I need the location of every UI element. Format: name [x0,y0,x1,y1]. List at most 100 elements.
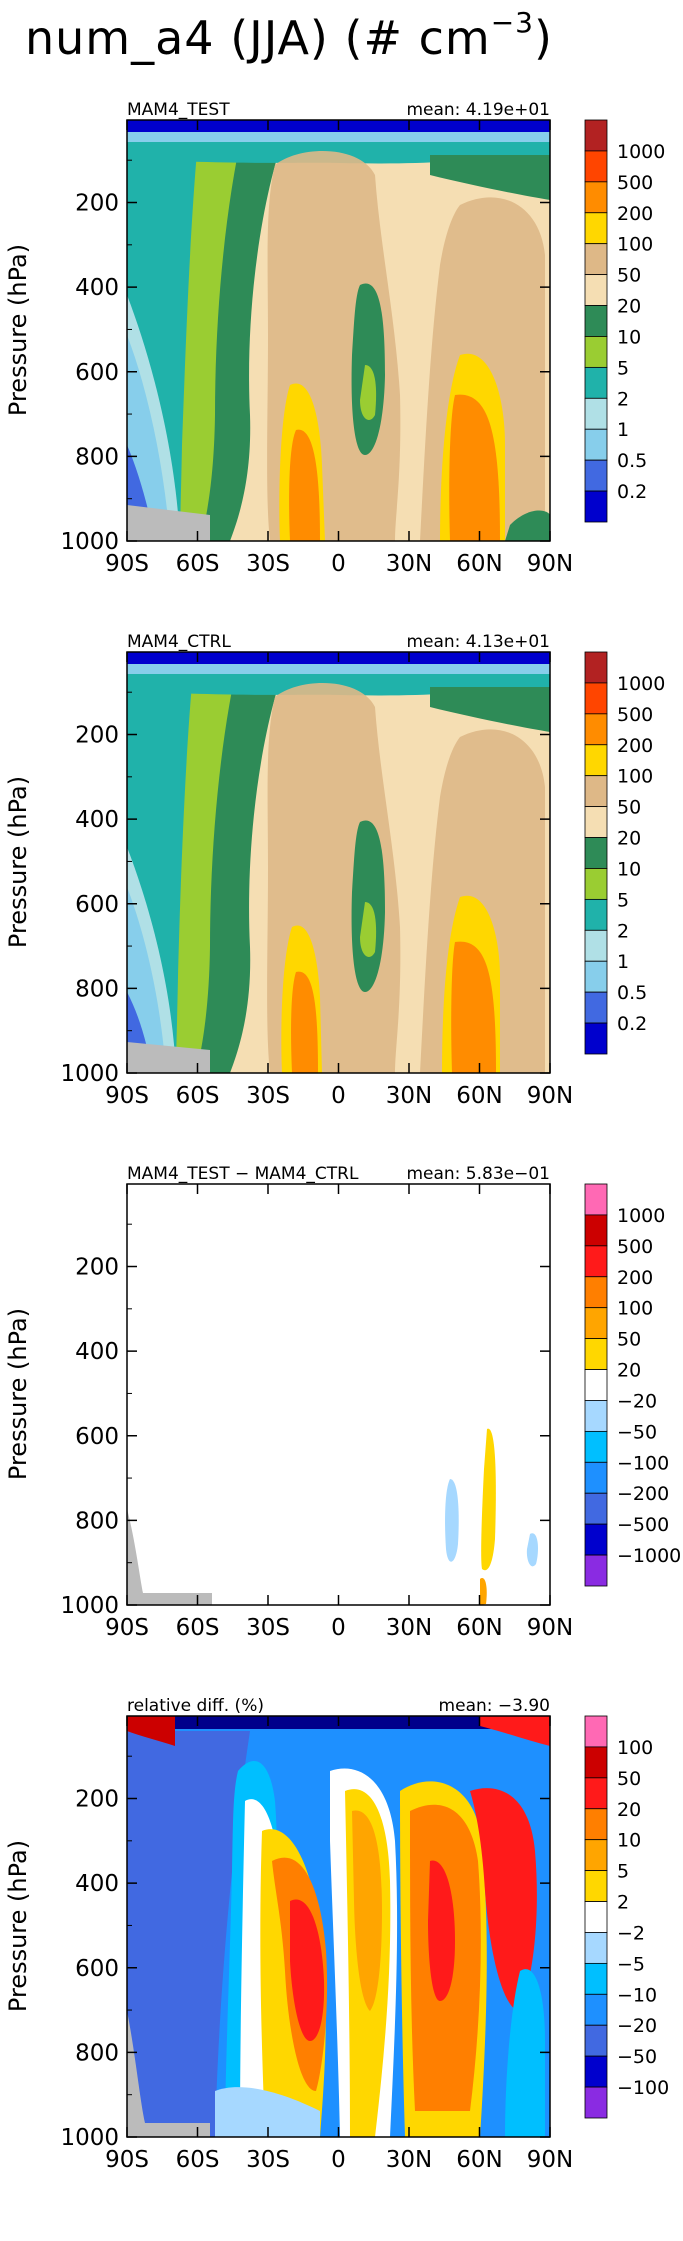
colorbar-swatch [584,713,608,746]
y-tick-label: 600 [75,892,119,918]
contour-band-nh-green [430,687,550,732]
x-ticks: 90S 60S 30S 0 30N 60N 90N [105,120,573,577]
y-tick-label: 1000 [60,2125,119,2151]
colorbar-swatch [584,2024,608,2057]
x-tick-label: 0 [331,1615,346,1641]
colorbar-swatch [584,1338,608,1370]
colorbar-swatch [584,1715,608,1748]
colorbar-label: 2 [617,388,629,410]
x-tick-label: 30N [386,551,432,577]
colorbar-swatch [584,336,608,368]
title-exponent: −3 [490,6,534,39]
title-base: num_a4 (JJA) (# cm [25,11,491,65]
y-tick-label: 400 [75,1871,119,1897]
y-tick-label: 200 [75,191,119,217]
colorbar-swatch [584,1492,608,1525]
colorbar-label: 0.2 [617,1013,647,1035]
colorbar-swatch [584,181,608,214]
colorbar-swatch [584,682,608,715]
colorbar-swatch [584,898,608,931]
contour-band-200-500-nh [451,941,496,1073]
y-tick-label: 400 [75,1339,119,1365]
colorbar-swatch [584,1808,608,1841]
y-tick-label: 200 [75,1255,119,1281]
colorbar-label: 50 [617,797,641,819]
colorbar-label: −5 [617,1953,645,1975]
x-tick-label: 30N [386,2147,432,2173]
x-tick-label: 30S [246,1615,290,1641]
colorbar-label: 10 [617,858,641,880]
colorbar-label: −1000 [617,1545,681,1567]
colorbar: 1000 500 200 100 50 20 10 5 2 1 0.5 0.2 [584,119,665,523]
colorbar-swatch [584,212,608,245]
colorbar-swatch [584,428,608,461]
left-title: MAM4_TEST − MAM4_CTRL [127,1164,359,1184]
x-tick-label: 60S [176,1083,220,1109]
colorbar-swatch [584,1022,608,1055]
topography-mask [127,505,210,541]
x-tick-label: 60N [456,1083,502,1109]
y-tick-label: 400 [75,807,119,833]
colorbar-label: 10 [617,1830,641,1852]
y-tick-label: 200 [75,723,119,749]
x-tick-label: 60S [176,1615,220,1641]
colorbar-label: 0.5 [617,450,647,472]
colorbar-label: −20 [617,1390,657,1412]
contour-band-20-50-a [481,1428,496,1571]
y-tick-label: 800 [75,976,119,1002]
colorbar-label: 500 [617,1236,653,1258]
colorbar-swatch [584,459,608,492]
colorbar-swatch [584,119,608,152]
colorbar-swatch [584,490,608,523]
colorbar: 1000 500 200 100 50 20 −20 −50 −100 −200 −500 −1000 [584,1183,681,1587]
x-tick-label: 90N [527,2147,573,2173]
colorbar-label: 200 [617,203,653,225]
colorbar-swatch [584,837,608,869]
x-ticks: 90S 60S 30S 0 30N 60N 90N [105,1716,573,2173]
x-tick-label: 90S [105,1083,149,1109]
y-axis-label: Pressure (hPa) [4,1308,32,1480]
contour-field [127,652,550,1073]
x-tick-label: 0 [331,2147,346,2173]
x-tick-label: 60N [456,551,502,577]
y-tick-label: 800 [75,1508,119,1534]
colorbar-label: 5 [617,357,629,379]
panel-mam4-test: MAM4_TEST mean: 4.19e+01 200 40 [0,100,683,645]
colorbar-swatch [584,1901,608,1933]
x-tick-label: 0 [331,551,346,577]
colorbar-swatch [584,1932,608,1964]
colorbar-swatch [584,305,608,337]
title-closing: ) [534,11,553,65]
colorbar-swatch [584,1400,608,1432]
colorbar-swatch [584,1307,608,1340]
colorbar-swatch [584,1870,608,1902]
topography-mask [127,2011,210,2137]
contour-band-20-50-np-top [480,1716,550,1746]
colorbar-swatch [584,991,608,1024]
colorbar-label: 2 [617,1892,629,1914]
colorbar: 100 50 20 10 5 2 −2 −5 −10 −20 −50 −100 [584,1715,669,2119]
colorbar-swatch [584,929,608,962]
left-title: MAM4_CTRL [127,632,231,652]
y-ticks: 200 400 600 800 1000 [60,1223,550,1619]
contour-band-200-500-nh [449,394,500,541]
contour-band-200-500-sh [291,971,318,1073]
contour-field [127,1716,550,2137]
contour-field [127,120,550,541]
x-tick-label: 0 [331,1083,346,1109]
colorbar-swatch [584,1183,608,1216]
colorbar-swatch [584,651,608,684]
y-tick-label: 400 [75,275,119,301]
contour-band-5-10-b [352,1810,382,2011]
x-tick-label: 60N [456,1615,502,1641]
colorbar-swatch [584,1839,608,1872]
chart-difference: MAM4_TEST − MAM4_CTRL mean: 5.83e−01 200… [4,1164,681,1641]
x-tick-label: 90N [527,1615,573,1641]
x-ticks: 90S 60S 30S 0 30N 60N 90N [105,1184,573,1641]
colorbar-label: −500 [617,1514,669,1536]
colorbar-label: 1 [617,951,629,973]
x-tick-label: 90N [527,1083,573,1109]
x-tick-label: 30N [386,1615,432,1641]
